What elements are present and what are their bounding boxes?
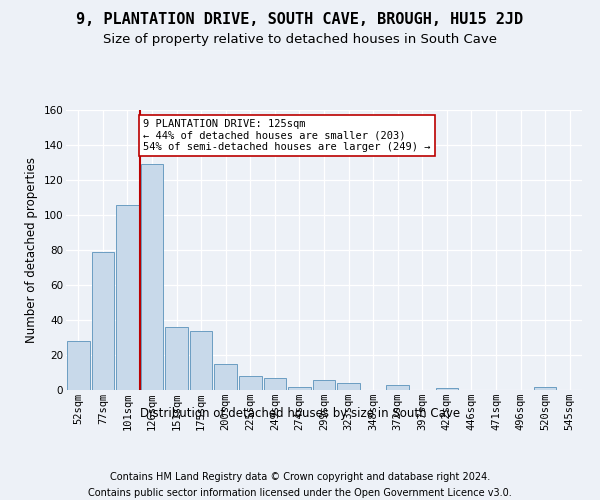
Bar [239, 376, 262, 390]
Bar [190, 330, 212, 390]
Bar [313, 380, 335, 390]
Bar [263, 378, 286, 390]
Bar [92, 252, 114, 390]
Bar [140, 164, 163, 390]
Text: Contains HM Land Registry data © Crown copyright and database right 2024.: Contains HM Land Registry data © Crown c… [110, 472, 490, 482]
Text: Size of property relative to detached houses in South Cave: Size of property relative to detached ho… [103, 32, 497, 46]
Bar [337, 383, 360, 390]
Bar [534, 386, 556, 390]
Bar [116, 204, 139, 390]
Y-axis label: Number of detached properties: Number of detached properties [25, 157, 38, 343]
Bar [165, 327, 188, 390]
Text: 9, PLANTATION DRIVE, SOUTH CAVE, BROUGH, HU15 2JD: 9, PLANTATION DRIVE, SOUTH CAVE, BROUGH,… [76, 12, 524, 28]
Bar [67, 341, 89, 390]
Bar [214, 364, 237, 390]
Text: 9 PLANTATION DRIVE: 125sqm
← 44% of detached houses are smaller (203)
54% of sem: 9 PLANTATION DRIVE: 125sqm ← 44% of deta… [143, 118, 431, 152]
Text: Contains public sector information licensed under the Open Government Licence v3: Contains public sector information licen… [88, 488, 512, 498]
Bar [288, 386, 311, 390]
Text: Distribution of detached houses by size in South Cave: Distribution of detached houses by size … [140, 408, 460, 420]
Bar [436, 388, 458, 390]
Bar [386, 385, 409, 390]
